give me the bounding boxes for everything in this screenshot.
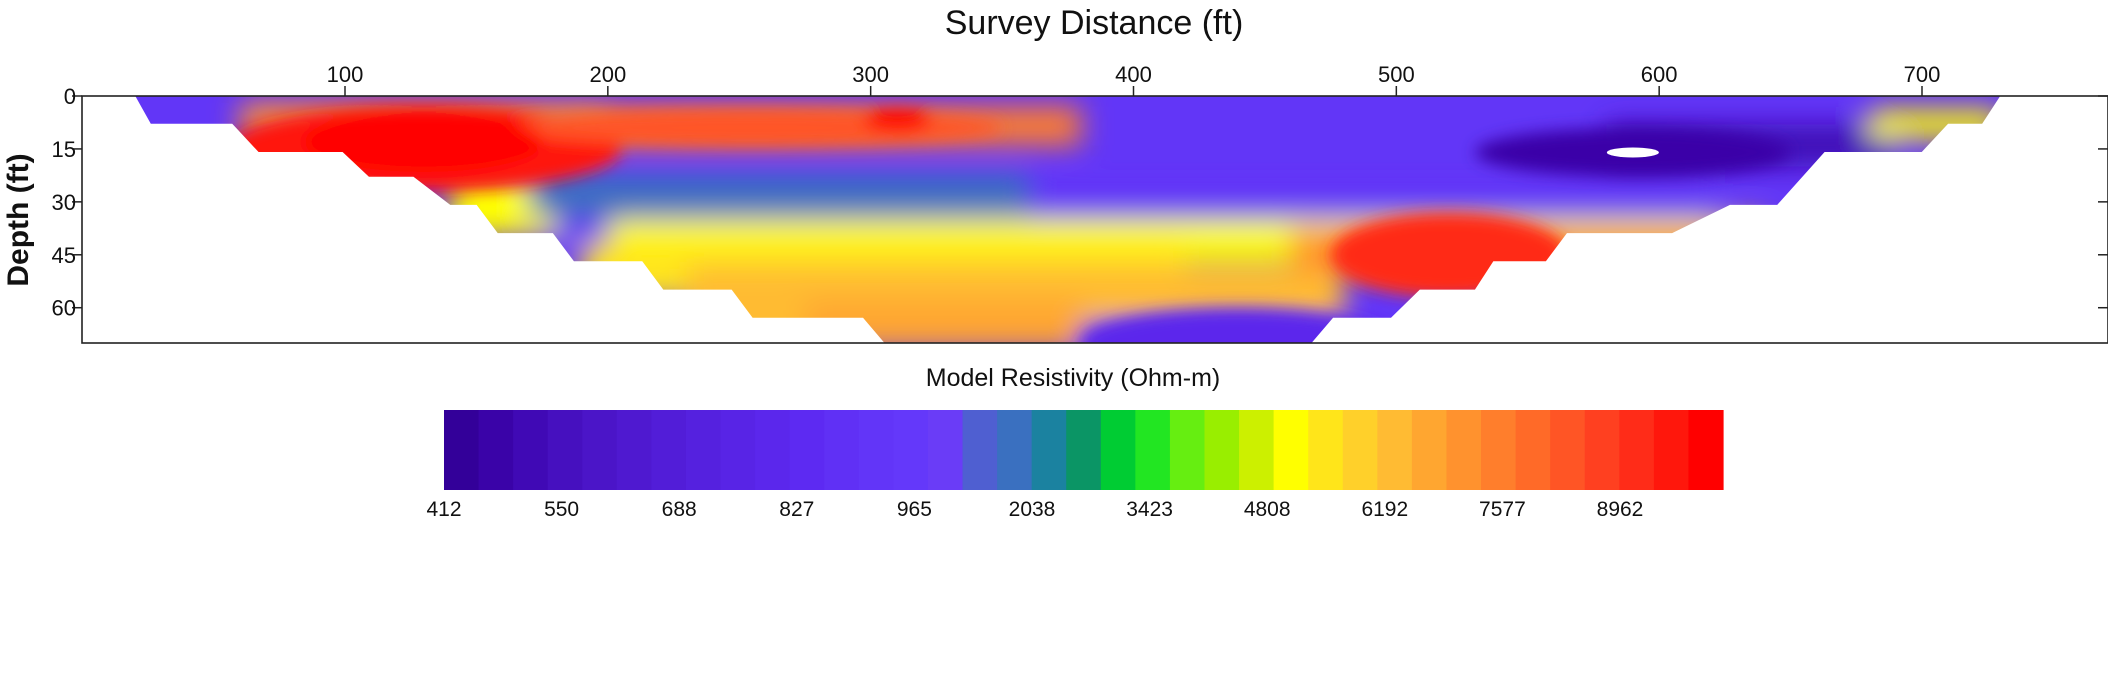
legend-swatch <box>1135 410 1171 490</box>
legend-swatch <box>1204 410 1240 490</box>
y-tick-label: 45 <box>52 243 76 268</box>
x-tick-label: 700 <box>1904 62 1941 87</box>
y-tick-label: 60 <box>52 296 76 321</box>
legend-swatch <box>444 410 480 490</box>
legend-swatch <box>1619 410 1655 490</box>
legend-swatch <box>789 410 825 490</box>
legend-label: 688 <box>662 498 697 521</box>
legend-swatch <box>1653 410 1690 490</box>
legend-swatch <box>962 410 998 490</box>
plot-frame <box>81 95 2108 344</box>
legend-swatch <box>1273 410 1309 490</box>
legend-swatch <box>1239 410 1275 490</box>
legend-swatch <box>858 410 894 490</box>
color-legend <box>444 410 1724 490</box>
legend-swatch <box>893 410 929 490</box>
legend-label: 4808 <box>1244 498 1291 521</box>
blue-teal-band <box>528 173 1029 216</box>
x-axis-ticks: 100 200 300 400 500 600 700 <box>327 62 1941 96</box>
legend-swatch <box>1066 410 1102 490</box>
legend-swatch <box>1584 410 1620 490</box>
x-tick-label: 300 <box>852 62 889 87</box>
legend-swatch <box>997 410 1033 490</box>
y-tick-label: 15 <box>52 137 76 162</box>
legend-swatch <box>1446 410 1482 490</box>
legend-label: 827 <box>779 498 814 521</box>
legend-swatch <box>927 410 964 490</box>
white-void <box>1606 147 1659 158</box>
legend-swatch <box>1411 410 1448 490</box>
section-fill <box>134 96 2001 343</box>
legend-swatch <box>1342 410 1378 490</box>
x-axis-title: Survey Distance (ft) <box>945 4 1244 42</box>
legend-swatch <box>513 410 549 490</box>
legend-swatch <box>616 410 653 490</box>
legend-swatch <box>1031 410 1067 490</box>
x-tick-label: 200 <box>589 62 626 87</box>
legend-swatch <box>478 410 514 490</box>
legend-label: 412 <box>426 498 461 521</box>
legend-swatch <box>685 410 722 490</box>
red-lens-core <box>862 109 931 132</box>
legend-title: Model Resistivity (Ohm-m) <box>926 364 1220 392</box>
color-legend-labels: 412 550 688 827 965 2038 3423 4808 6192 7577 8962 <box>426 498 1643 521</box>
legend-label: 550 <box>544 498 579 521</box>
legend-label: 8962 <box>1597 498 1644 521</box>
legend-swatch <box>651 410 687 490</box>
red-core-west <box>303 111 544 172</box>
y-axis-title: Depth (ft) <box>2 153 35 286</box>
x-tick-label: 600 <box>1641 62 1678 87</box>
legend-swatch <box>1308 410 1344 490</box>
shallow-resistive-band <box>502 110 1003 146</box>
y-tick-label: 30 <box>52 190 76 215</box>
deep-conductive-lobe <box>1080 307 1397 343</box>
legend-swatch <box>1169 410 1206 490</box>
legend-label: 6192 <box>1361 498 1408 521</box>
legend-swatch <box>1481 410 1517 490</box>
deep-resistive-east <box>1330 212 1568 298</box>
legend-label: 965 <box>897 498 932 521</box>
legend-swatch <box>582 410 618 490</box>
resistivity-section <box>133 95 2002 344</box>
legend-swatch <box>755 410 791 490</box>
x-tick-label: 400 <box>1115 62 1152 87</box>
y-tick-label: 0 <box>64 84 76 109</box>
legend-swatch <box>1550 410 1586 490</box>
x-tick-label: 100 <box>327 62 364 87</box>
legend-swatch <box>1688 410 1724 490</box>
legend-swatch <box>824 410 860 490</box>
legend-swatch <box>1100 410 1136 490</box>
legend-swatch <box>547 410 583 490</box>
legend-label: 7577 <box>1479 498 1526 521</box>
legend-swatch <box>1515 410 1551 490</box>
y-axis-ticks: 0 15 30 45 60 <box>52 84 2108 321</box>
legend-swatch <box>720 410 756 490</box>
legend-swatch <box>1377 410 1413 490</box>
x-tick-label: 500 <box>1378 62 1415 87</box>
legend-label: 2038 <box>1009 498 1056 521</box>
legend-label: 3423 <box>1126 498 1173 521</box>
